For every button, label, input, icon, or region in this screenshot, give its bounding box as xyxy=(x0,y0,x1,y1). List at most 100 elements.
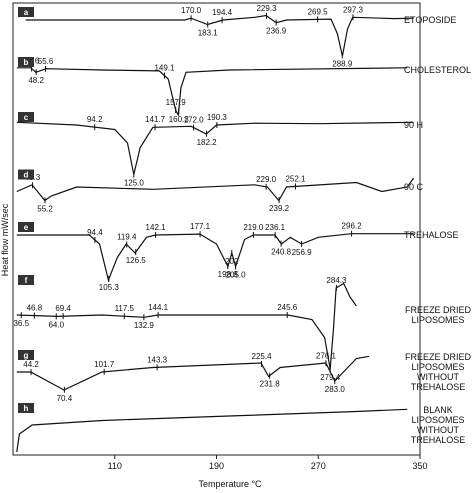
x-tick-label: 190 xyxy=(209,461,224,471)
sample-name: LIPOSOMES xyxy=(411,362,464,372)
peak-label: 236.9 xyxy=(266,27,287,36)
thermogram-curve xyxy=(16,355,370,391)
peak-label: 46.8 xyxy=(27,304,43,313)
thermogram-curve xyxy=(16,408,408,453)
sample-name: ETOPOSIDE xyxy=(404,15,456,25)
peak-label: 229.3 xyxy=(256,4,277,13)
sample-name: FREEZE DRIED xyxy=(405,305,472,315)
peak-label: 205.0 xyxy=(226,271,247,280)
peak-label: 170.0 xyxy=(181,6,202,15)
peak-label: 144.1 xyxy=(148,303,169,312)
panel-letter: b xyxy=(24,58,29,67)
thermogram-curve xyxy=(25,14,414,57)
peak-label: 236.1 xyxy=(265,223,286,232)
sample-name: CHOLESTEROL xyxy=(404,65,471,75)
peak-label: 157.9 xyxy=(166,98,187,107)
sample-name: 90 H xyxy=(404,120,423,130)
panel-letter: c xyxy=(24,113,29,122)
peak-label: 36.5 xyxy=(13,319,29,328)
peak-label: 160.3 xyxy=(169,115,190,124)
peak-label: 149.1 xyxy=(154,64,175,73)
sample-name: FREEZE DRIED xyxy=(405,352,472,362)
peak-label: 142.1 xyxy=(146,223,167,232)
peak-label: 296.2 xyxy=(342,222,363,231)
peak-label: 269.5 xyxy=(308,7,329,16)
peak-label: 119.4 xyxy=(117,233,137,242)
y-axis-label: Heat flow mW/sec xyxy=(0,203,10,276)
panel-letter: d xyxy=(24,171,29,180)
panel-letter-box xyxy=(18,350,34,360)
sample-name: BLANK xyxy=(423,405,453,415)
x-tick-label: 270 xyxy=(311,461,326,471)
panel-letter-box xyxy=(18,7,34,17)
peak-label: 276.1 xyxy=(316,351,337,360)
sample-name: WITHOUT xyxy=(417,372,459,382)
peak-label: 252.1 xyxy=(285,174,306,183)
sample-name: LIPOSOMES xyxy=(411,415,464,425)
peak-label: 70.4 xyxy=(57,394,73,403)
peak-label: 44.2 xyxy=(23,360,39,369)
peak-label: 297.3 xyxy=(343,5,364,14)
panel-letter-box xyxy=(18,57,34,67)
panel-letter-box xyxy=(18,222,34,232)
peak-label: 194.4 xyxy=(212,8,233,17)
peak-label: 94.4 xyxy=(87,228,103,237)
peak-label: 288.9 xyxy=(332,59,353,68)
panel-letter-box xyxy=(18,112,34,122)
thermogram-curve xyxy=(16,233,414,282)
panel-letter-box xyxy=(18,169,34,180)
peak-label: 231.8 xyxy=(260,380,281,389)
peak-label: 55.2 xyxy=(37,204,53,213)
peak-label: 125.0 xyxy=(124,179,145,188)
peak-label: 117.5 xyxy=(115,304,135,313)
sample-name: TREHALOSE xyxy=(411,382,466,392)
x-axis-label: Temperature °C xyxy=(198,479,262,489)
sample-name: WITHOUT xyxy=(417,425,459,435)
peak-label: 239.2 xyxy=(269,204,290,213)
peak-label: 69.4 xyxy=(55,304,71,313)
panel-letter: f xyxy=(25,276,28,285)
peak-label: 245.6 xyxy=(277,303,298,312)
thermogram-curve xyxy=(16,282,357,370)
panel-letter-box xyxy=(18,403,34,413)
thermogram-curve xyxy=(16,177,415,202)
peak-label: 94.2 xyxy=(87,115,103,124)
peak-label: 55.6 xyxy=(38,57,54,66)
peak-label: 225.4 xyxy=(252,352,273,361)
peak-label: 105.3 xyxy=(99,283,120,292)
panel-letter: e xyxy=(24,223,29,232)
peak-label: 101.7 xyxy=(94,360,115,369)
sample-name: TREHALOSE xyxy=(411,435,466,445)
peak-label: 172.0 xyxy=(184,116,205,125)
x-tick-label: 350 xyxy=(412,461,427,471)
panel-letter: a xyxy=(24,8,29,17)
peak-label: 143.3 xyxy=(147,355,168,364)
sample-name: TREHALOSE xyxy=(404,230,459,240)
peak-label: 183.1 xyxy=(198,28,219,37)
peak-label: 219.0 xyxy=(243,223,264,232)
peak-label: 182.2 xyxy=(197,138,218,147)
thermogram-curve xyxy=(16,67,408,117)
peak-label: 64.0 xyxy=(48,320,64,329)
peak-label: 229.0 xyxy=(256,175,277,184)
peak-label: 132.9 xyxy=(134,321,155,330)
peak-label: 141.7 xyxy=(145,115,166,124)
peak-label: 198.8 xyxy=(218,270,239,279)
peak-label: 126.5 xyxy=(126,256,147,265)
peak-label: 202 xyxy=(225,257,239,266)
peak-label: 48.2 xyxy=(28,76,44,85)
peak-label: 279.4 xyxy=(320,373,341,382)
sample-name: 90 C xyxy=(404,182,424,192)
x-tick-label: 110 xyxy=(108,461,122,471)
peak-label: 240.8 xyxy=(271,248,292,257)
panel-letter: g xyxy=(24,351,29,360)
peak-label: 283.0 xyxy=(325,385,346,394)
peak-label: 177.1 xyxy=(190,222,211,231)
panel-letter: h xyxy=(24,404,29,413)
sample-name: LIPOSOMES xyxy=(411,315,464,325)
peak-label: 256.9 xyxy=(292,248,313,257)
peak-label: 284.3 xyxy=(326,276,347,285)
thermogram-curve xyxy=(16,121,414,175)
peak-label: 190.3 xyxy=(207,113,228,122)
